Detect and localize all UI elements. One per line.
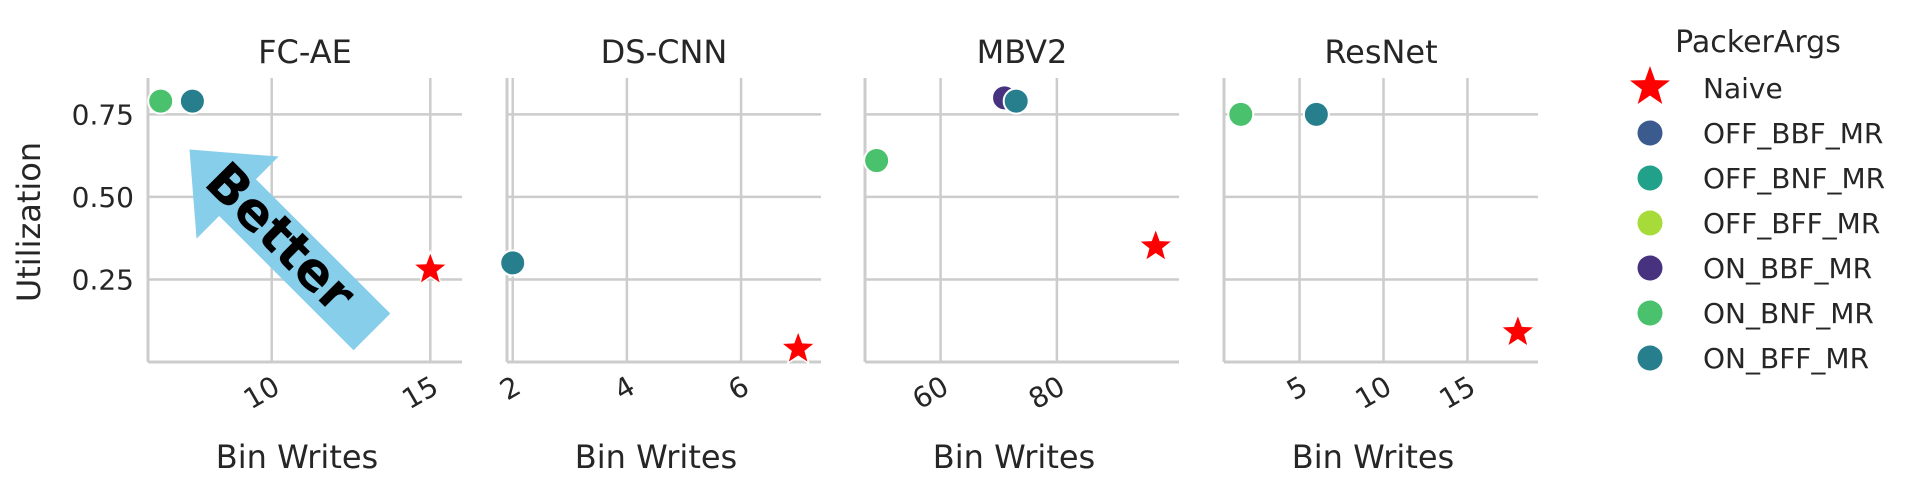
arrow-shape <box>189 149 391 351</box>
point-naive <box>778 328 818 366</box>
x-tick-label: 60 <box>907 369 954 415</box>
better-annotation: Better <box>193 151 367 325</box>
legend-label: OFF_BNF_MR <box>1703 162 1885 195</box>
legend-title: PackerArgs <box>1675 25 1841 60</box>
x-tick-label: 6 <box>723 369 755 406</box>
panel-resnet: ResNet 5 10 15 Bin Writes <box>1222 33 1538 476</box>
legend-marker-on-bnf-mr <box>1637 300 1663 326</box>
x-tick-label: 2 <box>494 369 526 406</box>
x-axis-label: Bin Writes <box>216 438 378 476</box>
better-arrow <box>189 149 391 351</box>
legend-marker-naive <box>1630 66 1670 104</box>
x-tick-label: 5 <box>1281 369 1313 406</box>
legend-marker-off-bbf-mr <box>1637 120 1663 146</box>
point-on-bnf-mr <box>1227 100 1255 128</box>
panel-title: MBV2 <box>977 33 1068 71</box>
point-on-bff-mr <box>499 249 527 277</box>
legend-label: ON_BFF_MR <box>1703 342 1869 375</box>
point-naive <box>411 249 450 286</box>
legend-label: ON_BBF_MR <box>1703 252 1872 285</box>
x-tick-label: 10 <box>1350 369 1397 415</box>
y-tick-label: 0.50 <box>72 181 134 214</box>
panel-title: ResNet <box>1324 33 1437 71</box>
y-tick-label: 0.25 <box>72 263 134 296</box>
legend-marker-on-bbf-mr <box>1637 255 1663 281</box>
x-tick-label: 80 <box>1023 369 1070 415</box>
panel-title: FC-AE <box>258 33 352 71</box>
point-on-bnf-mr <box>863 147 891 175</box>
y-tick-label: 0.75 <box>72 98 134 131</box>
x-axis-label: Bin Writes <box>933 438 1095 476</box>
panel-ds-cnn: DS-CNN 2 4 6 Bin Writes <box>494 33 821 476</box>
point-on-bnf-mr <box>147 87 175 115</box>
point-naive <box>1498 312 1538 349</box>
y-axis-label: Utilization <box>10 142 48 302</box>
point-on-bff-mr <box>1002 87 1030 115</box>
panel-mbv2: MBV2 60 80 Bin Writes <box>863 33 1179 476</box>
panels: FC-AE 10 15 0.25 0.50 0.75 Bin Writes Better DS-… <box>72 33 1538 476</box>
legend-marker-off-bnf-mr <box>1637 165 1663 191</box>
panel-title: DS-CNN <box>601 33 728 71</box>
x-tick-label: 15 <box>396 369 443 415</box>
legend: PackerArgs Naive OFF_BBF_MR OFF_BNF_MR OFF_… <box>1630 25 1885 375</box>
x-axis-label: Bin Writes <box>1292 438 1454 476</box>
point-naive <box>1136 226 1175 263</box>
legend-label: Naive <box>1703 72 1783 105</box>
legend-label: OFF_BFF_MR <box>1703 207 1880 240</box>
panel-fc-ae: FC-AE 10 15 0.25 0.50 0.75 Bin Writes Better <box>72 33 462 476</box>
x-tick-label: 10 <box>238 369 285 415</box>
legend-label: OFF_BBF_MR <box>1703 117 1883 150</box>
legend-label: ON_BNF_MR <box>1703 297 1874 330</box>
legend-marker-off-bff-mr <box>1637 210 1663 236</box>
x-tick-label: 4 <box>608 369 640 406</box>
point-on-bff-mr <box>1302 100 1330 128</box>
legend-marker-on-bff-mr <box>1637 345 1663 371</box>
x-axis-label: Bin Writes <box>575 438 737 476</box>
point-on-bff-mr <box>178 87 206 115</box>
x-tick-label: 15 <box>1434 369 1481 415</box>
